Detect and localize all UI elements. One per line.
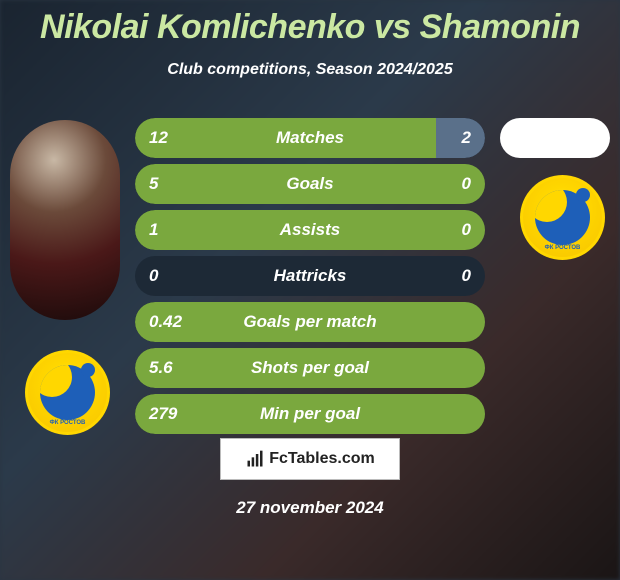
- attribution-text: FcTables.com: [269, 450, 375, 468]
- stat-value-left: 0.42: [149, 312, 182, 332]
- stat-row: 12 2 Matches: [135, 118, 485, 158]
- stat-label: Goals: [286, 174, 333, 194]
- stat-row: 0 0 Hattricks: [135, 256, 485, 296]
- subtitle: Club competitions, Season 2024/2025: [0, 61, 620, 79]
- club-badge-right: ФК РОСТОВ: [520, 175, 605, 260]
- stats-container: 12 2 Matches 5 0 Goals 1 0 Assists 0 0 Hattricks 0.4…: [135, 118, 485, 440]
- club-badge-left: ФК РОСТОВ: [25, 350, 110, 435]
- stat-value-right: 2: [462, 128, 471, 148]
- stat-value-right: 0: [462, 174, 471, 194]
- attribution: FcTables.com: [220, 438, 400, 480]
- stat-label: Shots per goal: [251, 358, 369, 378]
- stat-label: Hattricks: [274, 266, 347, 286]
- stat-value-left: 279: [149, 404, 177, 424]
- stat-value-right: 0: [462, 266, 471, 286]
- stat-value-left: 12: [149, 128, 168, 148]
- stat-value-left: 5: [149, 174, 158, 194]
- stat-label: Matches: [276, 128, 344, 148]
- stat-row: 5 0 Goals: [135, 164, 485, 204]
- stat-fill-right: [436, 118, 485, 158]
- stat-row: 279 Min per goal: [135, 394, 485, 434]
- stat-row: 0.42 Goals per match: [135, 302, 485, 342]
- player-left-photo: [10, 120, 120, 320]
- stat-value-right: 0: [462, 220, 471, 240]
- stat-label: Min per goal: [260, 404, 360, 424]
- chart-icon: [245, 449, 265, 469]
- stat-row: 1 0 Assists: [135, 210, 485, 250]
- stat-value-left: 5.6: [149, 358, 173, 378]
- stat-value-left: 0: [149, 266, 158, 286]
- stat-row: 5.6 Shots per goal: [135, 348, 485, 388]
- date: 27 november 2024: [0, 498, 620, 518]
- stat-label: Goals per match: [243, 312, 376, 332]
- page-title: Nikolai Komlichenko vs Shamonin: [0, 0, 620, 47]
- stat-label: Assists: [280, 220, 340, 240]
- player-right-placeholder: [500, 118, 610, 158]
- stat-value-left: 1: [149, 220, 158, 240]
